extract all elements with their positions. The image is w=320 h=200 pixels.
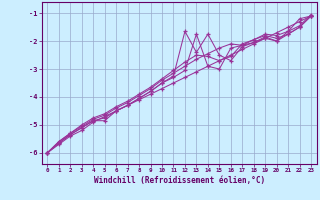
X-axis label: Windchill (Refroidissement éolien,°C): Windchill (Refroidissement éolien,°C) [94, 176, 265, 185]
